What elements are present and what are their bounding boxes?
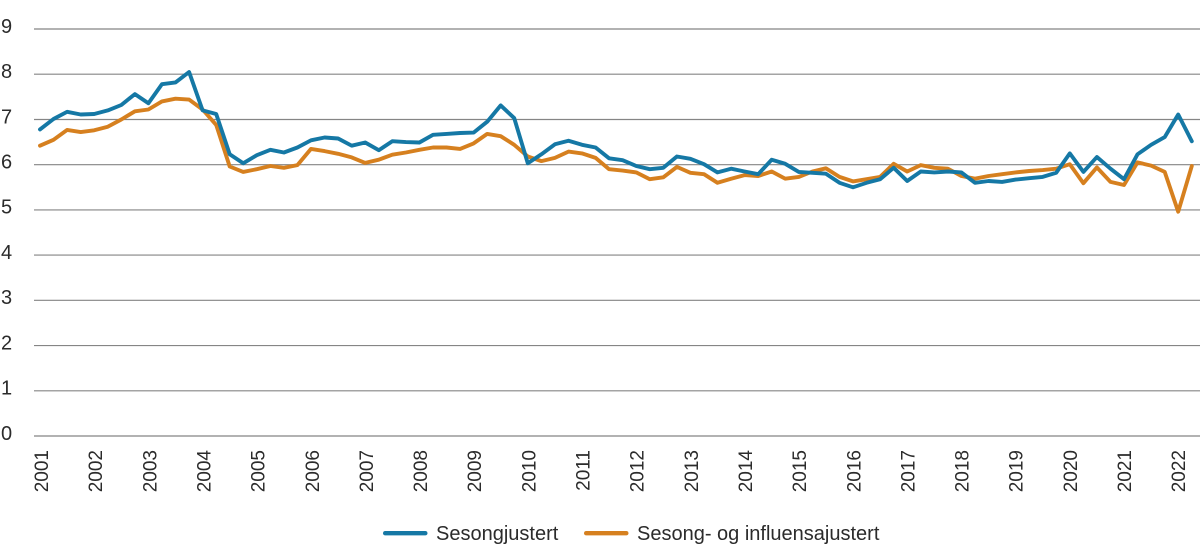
svg-text:2002: 2002 (86, 450, 107, 492)
svg-text:2016: 2016 (844, 450, 865, 492)
svg-text:2009: 2009 (465, 450, 486, 492)
svg-text:2019: 2019 (1007, 450, 1028, 492)
svg-text:1: 1 (1, 378, 12, 400)
svg-text:2010: 2010 (519, 450, 540, 492)
svg-text:2021: 2021 (1115, 450, 1136, 492)
svg-text:4: 4 (1, 242, 12, 264)
svg-text:9: 9 (1, 16, 12, 38)
svg-text:0: 0 (1, 423, 12, 445)
svg-text:3: 3 (1, 287, 12, 309)
svg-text:2011: 2011 (574, 450, 595, 491)
svg-text:2015: 2015 (790, 450, 811, 492)
svg-text:2008: 2008 (411, 450, 432, 492)
svg-text:2003: 2003 (140, 450, 161, 492)
svg-text:8: 8 (1, 61, 12, 83)
svg-text:2007: 2007 (357, 450, 378, 492)
svg-text:5: 5 (1, 197, 12, 219)
svg-text:7: 7 (1, 106, 12, 128)
svg-text:2012: 2012 (628, 450, 649, 492)
svg-text:2022: 2022 (1169, 450, 1190, 492)
svg-text:2020: 2020 (1061, 450, 1082, 492)
svg-text:2013: 2013 (682, 450, 703, 492)
svg-text:2018: 2018 (953, 450, 974, 492)
svg-text:Sesongjustert: Sesongjustert (436, 523, 559, 545)
svg-text:2: 2 (1, 332, 12, 354)
svg-text:2006: 2006 (303, 450, 324, 492)
svg-text:6: 6 (1, 152, 12, 174)
svg-text:2001: 2001 (32, 450, 53, 492)
svg-text:2017: 2017 (898, 450, 919, 492)
svg-text:2014: 2014 (736, 450, 757, 493)
svg-text:Sesong- og influensajustert: Sesong- og influensajustert (637, 523, 880, 545)
svg-text:2004: 2004 (195, 450, 216, 493)
svg-text:2005: 2005 (249, 450, 270, 492)
